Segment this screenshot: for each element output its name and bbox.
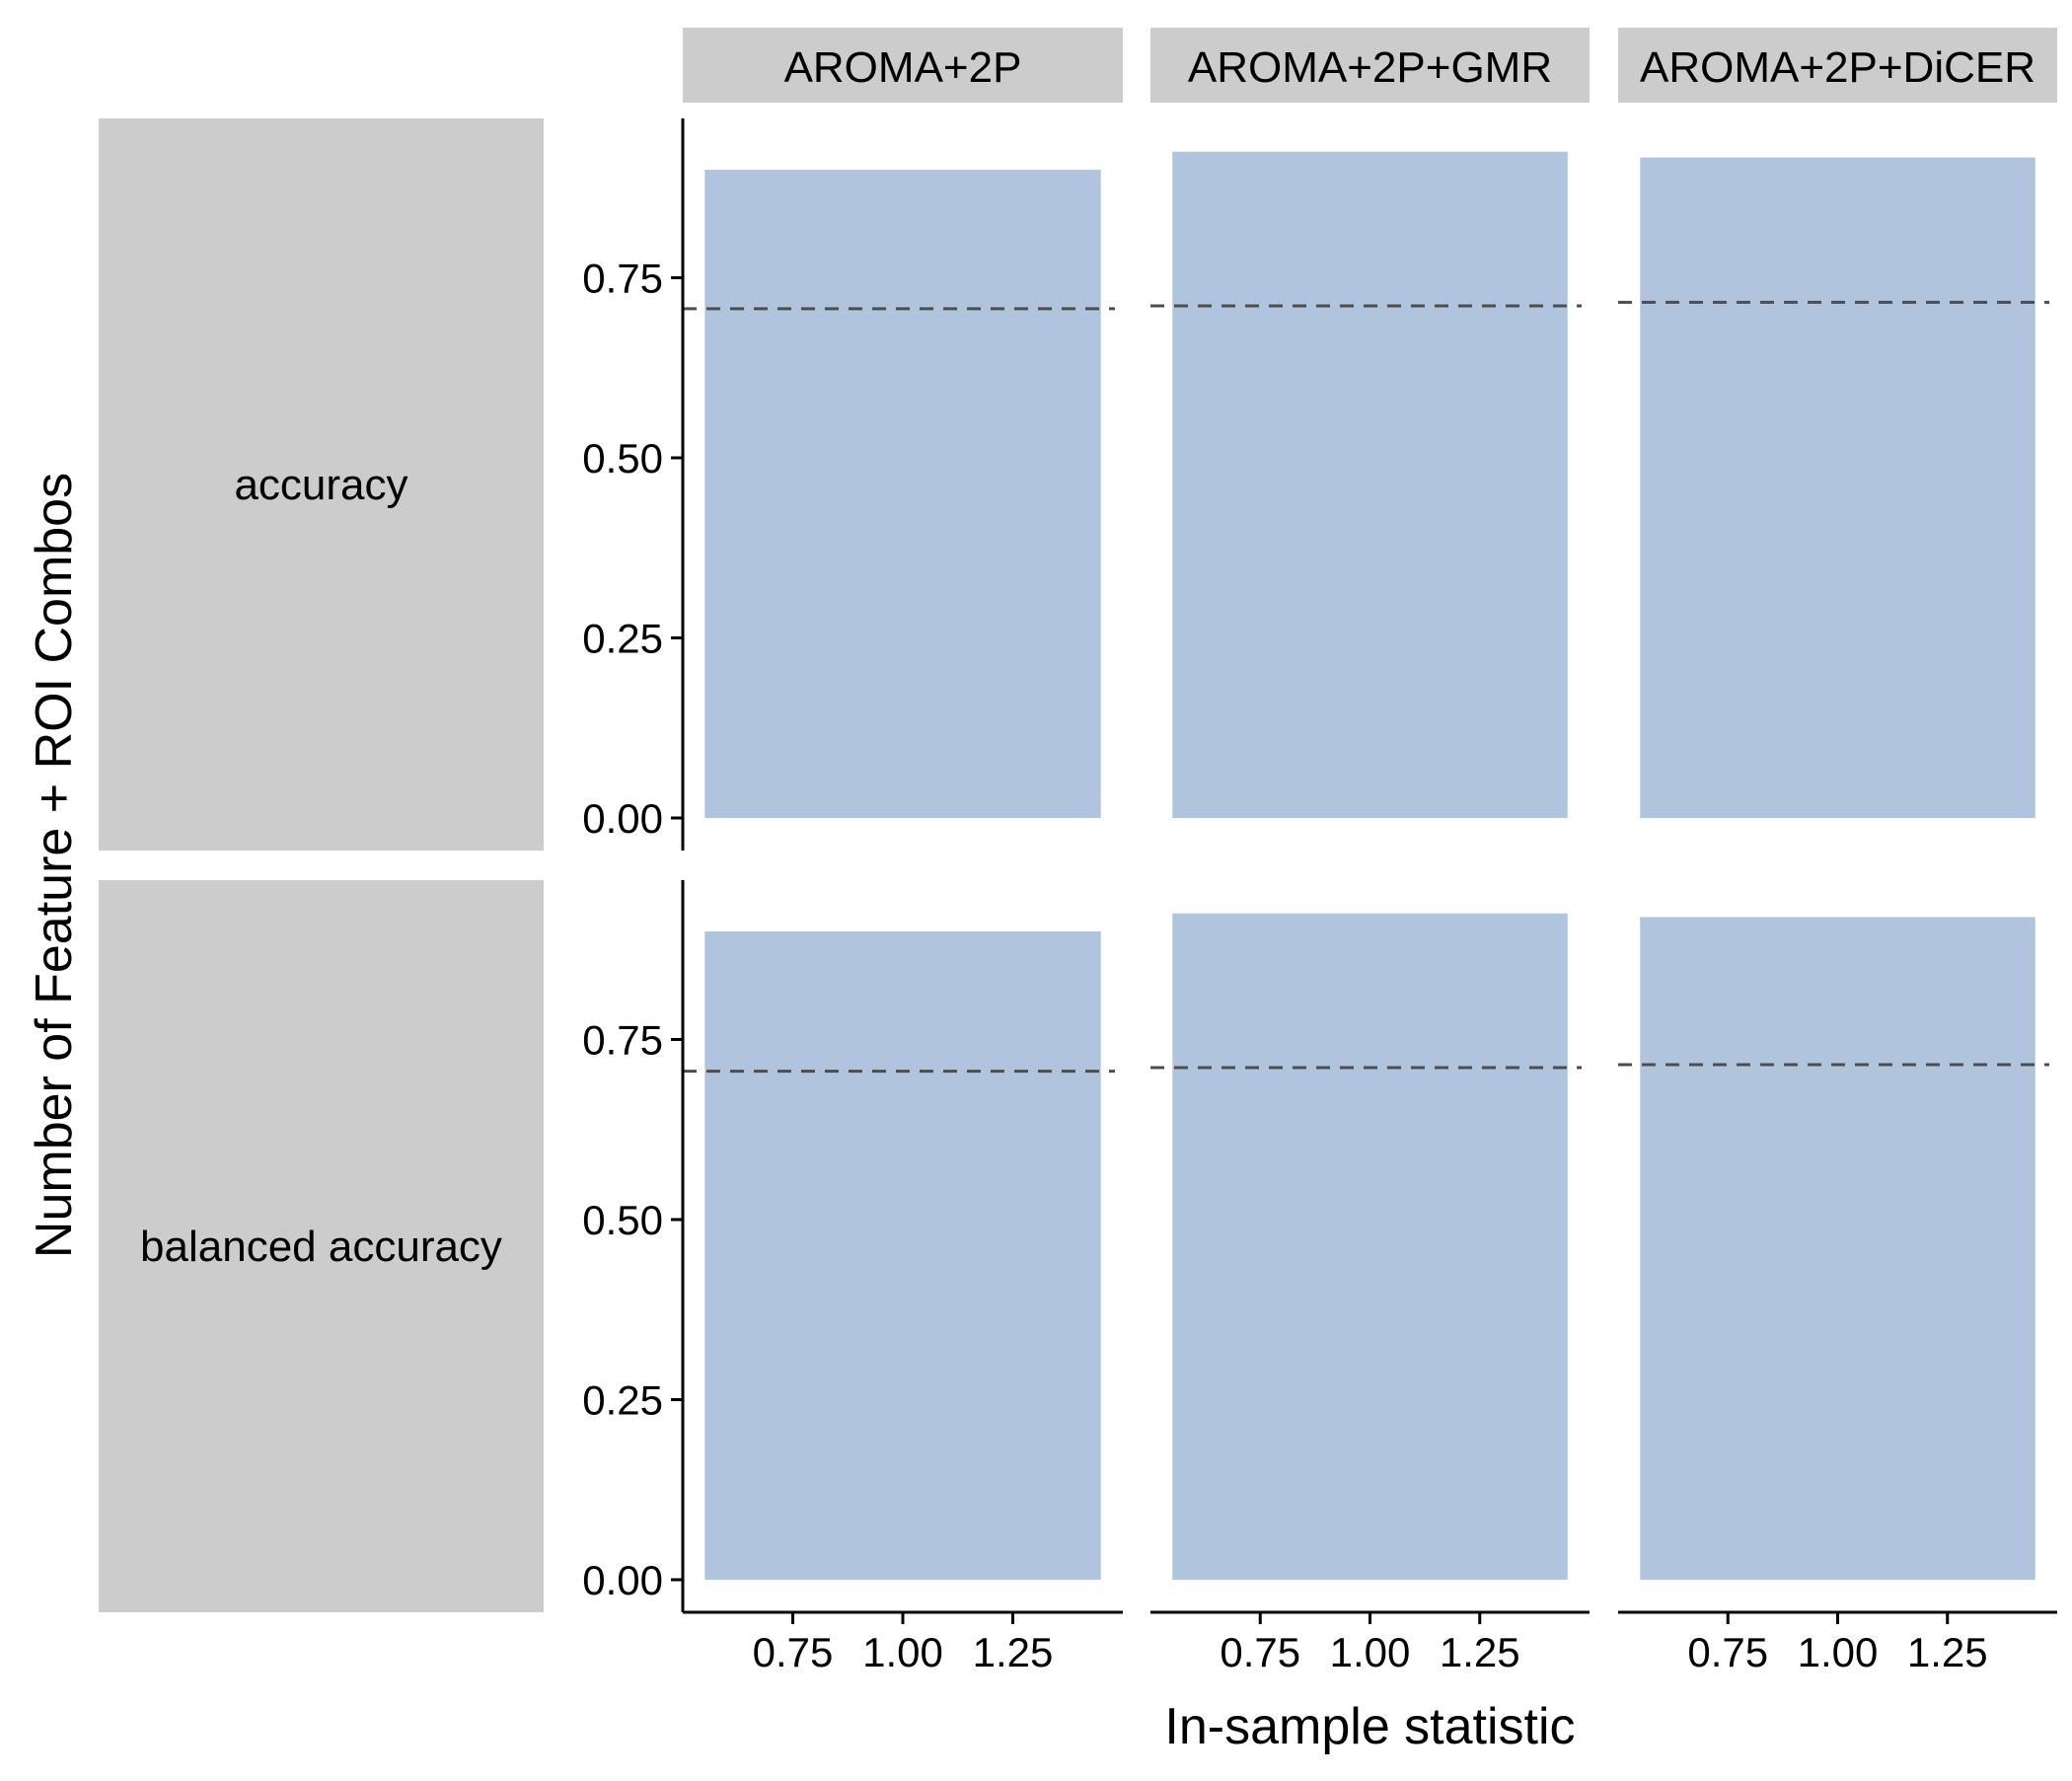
panel-accuracy-aroma-2p bbox=[683, 170, 1115, 818]
y-tick-label: 0.00 bbox=[582, 795, 663, 842]
column-strip-background bbox=[1618, 28, 2057, 103]
column-strip-label: AROMA+2P+GMR bbox=[1188, 43, 1552, 92]
bar bbox=[704, 170, 1101, 818]
x-tick-label: 1.25 bbox=[1907, 1629, 1988, 1675]
bar bbox=[1172, 151, 1568, 818]
y-axis-accuracy: 0.00 0.25 0.50 0.75 bbox=[582, 118, 685, 851]
x-tick-label: 1.00 bbox=[862, 1629, 943, 1675]
y-tick-label: 0.25 bbox=[582, 616, 663, 662]
bar bbox=[1640, 157, 2035, 819]
x-tick-label: 1.00 bbox=[1798, 1629, 1879, 1675]
x-axis-aroma-2p-dicer: 0.75 1.00 1.25 bbox=[1618, 1610, 2057, 1675]
y-tick-label: 0.25 bbox=[582, 1377, 663, 1424]
column-strip-label: AROMA+2P bbox=[784, 43, 1022, 92]
panel-balanced-accuracy-aroma-2p-dicer bbox=[1618, 917, 2049, 1580]
column-strip-background bbox=[1150, 28, 1590, 103]
bar bbox=[1640, 917, 2035, 1580]
y-tick-label: 0.50 bbox=[582, 1197, 663, 1243]
column-strip-background bbox=[683, 28, 1123, 103]
y-tick-label: 0.75 bbox=[582, 1017, 663, 1064]
x-tick-label: 1.00 bbox=[1330, 1629, 1411, 1675]
row-strip-background bbox=[99, 118, 544, 851]
row-strip-label: accuracy bbox=[234, 461, 407, 509]
x-tick-label: 0.75 bbox=[1687, 1629, 1768, 1675]
x-tick-label: 0.75 bbox=[753, 1629, 834, 1675]
panel-accuracy-aroma-2p-gmr bbox=[1150, 151, 1582, 818]
x-tick-label: 0.75 bbox=[1220, 1629, 1300, 1675]
row-strip-label: balanced accuracy bbox=[140, 1223, 502, 1271]
y-tick-label: 0.50 bbox=[582, 435, 663, 482]
column-strip-label: AROMA+2P+DiCER bbox=[1640, 43, 2035, 92]
x-axis-aroma-2p-gmr: 0.75 1.00 1.25 bbox=[1150, 1610, 1590, 1675]
y-tick-label: 0.75 bbox=[582, 256, 663, 302]
panel-balanced-accuracy-aroma-2p-gmr bbox=[1150, 913, 1582, 1580]
bar bbox=[1172, 913, 1568, 1580]
column-strip-aroma-2p-gmr: AROMA+2P+GMR bbox=[1150, 28, 1590, 103]
row-strip-balanced-accuracy: balanced accuracy bbox=[99, 880, 544, 1612]
panel-balanced-accuracy-aroma-2p bbox=[683, 931, 1115, 1580]
y-axis-balanced-accuracy: 0.00 0.25 0.50 0.75 bbox=[582, 880, 685, 1612]
x-axis-aroma-2p: 0.75 1.00 1.25 bbox=[683, 1610, 1123, 1675]
column-strip-aroma-2p: AROMA+2P bbox=[683, 28, 1123, 103]
bar bbox=[704, 931, 1101, 1580]
x-tick-label: 1.25 bbox=[973, 1629, 1054, 1675]
y-tick-label: 0.00 bbox=[582, 1557, 663, 1603]
y-axis-title: Number of Feature + ROI Combos bbox=[26, 473, 83, 1258]
x-tick-label: 1.25 bbox=[1440, 1629, 1520, 1675]
column-strip-aroma-2p-dicer: AROMA+2P+DiCER bbox=[1618, 28, 2057, 103]
row-strip-accuracy: accuracy bbox=[99, 118, 544, 851]
row-strip-background bbox=[99, 880, 544, 1612]
panel-accuracy-aroma-2p-dicer bbox=[1618, 157, 2049, 819]
x-axis-title: In-sample statistic bbox=[1164, 1698, 1575, 1755]
